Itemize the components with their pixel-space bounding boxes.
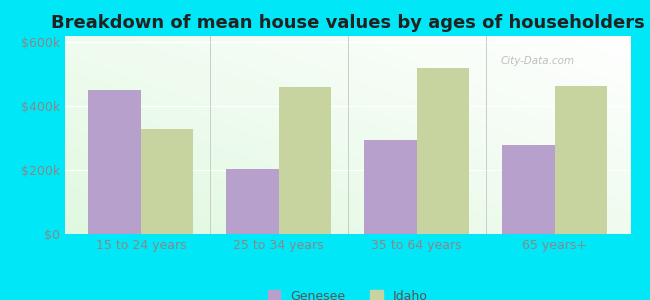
Title: Breakdown of mean house values by ages of householders: Breakdown of mean house values by ages o… xyxy=(51,14,645,32)
Bar xyxy=(88,90,141,234)
Bar xyxy=(502,145,554,234)
Bar xyxy=(226,169,279,234)
Bar xyxy=(417,68,469,234)
Bar xyxy=(417,68,469,234)
Bar xyxy=(554,86,607,234)
Legend: Genesee, Idaho: Genesee, Idaho xyxy=(268,290,428,300)
Bar xyxy=(141,129,193,234)
Bar xyxy=(502,145,554,234)
Bar xyxy=(88,90,141,234)
Bar xyxy=(554,86,607,234)
Bar xyxy=(364,140,417,234)
Bar xyxy=(279,87,332,234)
Bar xyxy=(141,129,193,234)
Bar xyxy=(364,140,417,234)
Text: City-Data.com: City-Data.com xyxy=(500,56,575,66)
Bar xyxy=(226,169,279,234)
Bar xyxy=(279,87,332,234)
